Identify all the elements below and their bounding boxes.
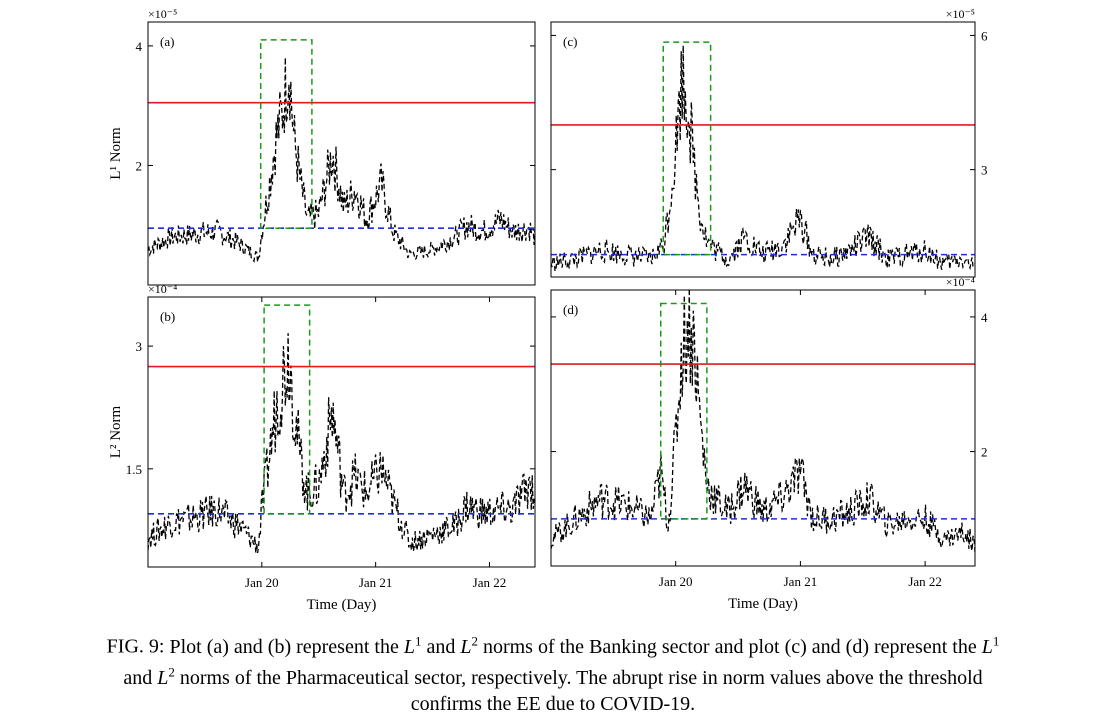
caption-text: Plot (a) and (b) represent the L1 and L2… (123, 633, 1000, 716)
axes-frame (550, 21, 976, 278)
event-window-box (259, 39, 313, 229)
axes-frame (147, 296, 536, 568)
y-axis-label: L¹ Norm (108, 127, 124, 180)
event-window-box (662, 41, 712, 256)
panel-label: (b) (160, 309, 175, 324)
caption-prefix: FIG. 9: (106, 635, 165, 658)
axes-frame (550, 289, 976, 567)
y-tick-label: 2 (981, 445, 988, 460)
panel-label: (a) (160, 34, 174, 49)
y-exponent-label: ×10⁻⁴ (148, 282, 177, 296)
panel-b: 1.5 3 ×10⁻⁴ (b) Jan 20 Jan 21 Jan 22 Time (Day)… (108, 282, 536, 613)
panel-a: 2 4 ×10⁻⁵ (a) L¹ Norm (108, 7, 536, 286)
x-tick-label: Jan 20 (659, 574, 693, 589)
x-tick-label: Jan 22 (908, 574, 942, 589)
y-tick-label: 3 (136, 339, 143, 354)
y-tick-label: 2 (136, 158, 143, 173)
x-tick-label: Jan 21 (784, 574, 818, 589)
panel-d: 2 4 ×10⁻⁴ (d) Jan 20 Jan 21 Jan 22 Time (Day) (550, 275, 988, 612)
y-tick-label: 4 (136, 39, 143, 54)
figure: 2 4 ×10⁻⁵ (a) L¹ Norm 1.5 3 ×10⁻⁴ (b) Jan 20 Jan 2… (108, 7, 988, 613)
panel-label: (c) (563, 34, 577, 49)
x-tick-label: Jan 21 (359, 575, 393, 590)
y-tick-label: 1.5 (126, 462, 142, 477)
norm-series-line (148, 333, 535, 554)
event-window-box (263, 304, 311, 515)
x-tick-label: Jan 20 (245, 575, 279, 590)
panel-label: (d) (563, 302, 578, 317)
y-exponent-label: ×10⁻⁵ (148, 7, 177, 21)
y-tick-label: 6 (981, 28, 988, 43)
x-axis-label: Time (Day) (307, 597, 377, 613)
y-tick-label: 4 (981, 310, 988, 325)
y-exponent-label: ×10⁻⁴ (946, 275, 975, 289)
norm-series-line (148, 57, 535, 263)
axes-frame (147, 21, 536, 286)
panel-c: 3 6 ×10⁻⁵ (c) (550, 7, 988, 278)
y-axis-label: L² Norm (108, 405, 124, 458)
figure-caption: FIG. 9: Plot (a) and (b) represent the L… (0, 628, 1106, 717)
norm-series-line (551, 290, 975, 553)
event-window-box (659, 302, 708, 520)
norm-series-line (551, 45, 975, 274)
y-exponent-label: ×10⁻⁵ (946, 7, 975, 21)
x-axis-label: Time (Day) (728, 596, 798, 612)
x-tick-label: Jan 22 (473, 575, 507, 590)
y-tick-label: 3 (981, 163, 988, 178)
